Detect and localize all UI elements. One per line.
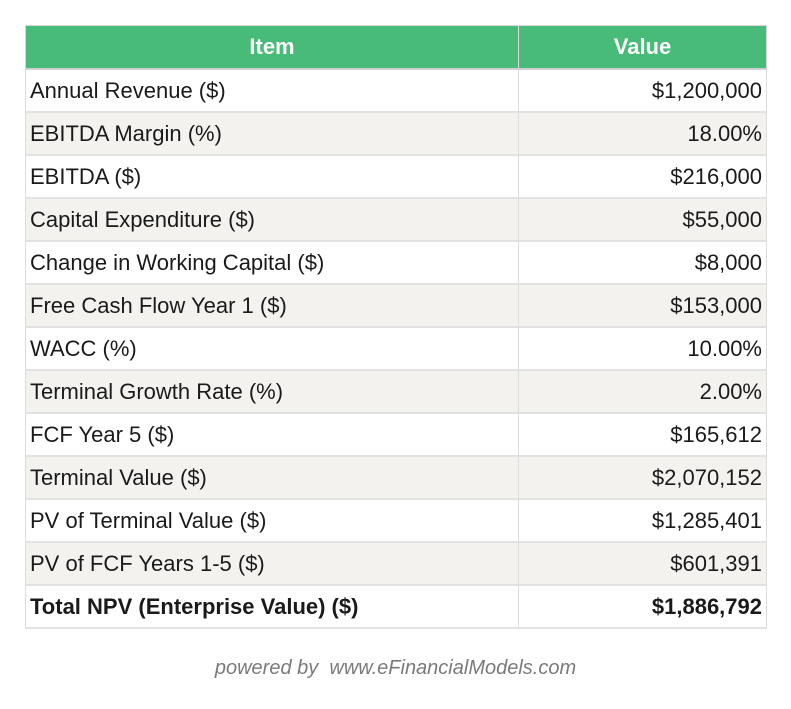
row-item-label: EBITDA ($) bbox=[25, 154, 519, 199]
row-item-value: $55,000 bbox=[518, 197, 767, 242]
total-label: Total NPV (Enterprise Value) ($) bbox=[25, 584, 519, 629]
row-item-value: 18.00% bbox=[518, 111, 767, 156]
total-row: Total NPV (Enterprise Value) ($) $1,886,… bbox=[25, 584, 767, 629]
row-item-label: FCF Year 5 ($) bbox=[25, 412, 519, 457]
row-item-label: Terminal Value ($) bbox=[25, 455, 519, 500]
row-item-label: PV of FCF Years 1-5 ($) bbox=[25, 541, 519, 586]
table-body: Annual Revenue ($) $1,200,000 EBITDA Mar… bbox=[25, 68, 767, 629]
table-row: EBITDA ($) $216,000 bbox=[25, 154, 767, 199]
row-item-value: $165,612 bbox=[518, 412, 767, 457]
column-header-item: Item bbox=[25, 25, 519, 70]
table-row: WACC (%) 10.00% bbox=[25, 326, 767, 371]
row-item-value: 2.00% bbox=[518, 369, 767, 414]
table-row: Capital Expenditure ($) $55,000 bbox=[25, 197, 767, 242]
row-item-label: WACC (%) bbox=[25, 326, 519, 371]
table-row: FCF Year 5 ($) $165,612 bbox=[25, 412, 767, 457]
npv-table-container: Item Value Annual Revenue ($) $1,200,000… bbox=[25, 25, 767, 629]
row-item-value: $1,200,000 bbox=[518, 68, 767, 113]
row-item-value: $1,285,401 bbox=[518, 498, 767, 543]
table-row: PV of FCF Years 1-5 ($) $601,391 bbox=[25, 541, 767, 586]
table-row: Change in Working Capital ($) $8,000 bbox=[25, 240, 767, 285]
column-header-value: Value bbox=[518, 25, 767, 70]
table-row: EBITDA Margin (%) 18.00% bbox=[25, 111, 767, 156]
table-row: PV of Terminal Value ($) $1,285,401 bbox=[25, 498, 767, 543]
row-item-value: $216,000 bbox=[518, 154, 767, 199]
row-item-label: Annual Revenue ($) bbox=[25, 68, 519, 113]
table-row: Terminal Value ($) $2,070,152 bbox=[25, 455, 767, 500]
row-item-label: Change in Working Capital ($) bbox=[25, 240, 519, 285]
row-item-value: $2,070,152 bbox=[518, 455, 767, 500]
row-item-label: EBITDA Margin (%) bbox=[25, 111, 519, 156]
row-item-label: Capital Expenditure ($) bbox=[25, 197, 519, 242]
row-item-value: $153,000 bbox=[518, 283, 767, 328]
table-row: Free Cash Flow Year 1 ($) $153,000 bbox=[25, 283, 767, 328]
powered-by-footer: powered by www.eFinancialModels.com bbox=[214, 657, 577, 679]
row-item-label: Terminal Growth Rate (%) bbox=[25, 369, 519, 414]
row-item-value: 10.00% bbox=[518, 326, 767, 371]
table-header: Item Value bbox=[25, 25, 767, 70]
row-item-label: Free Cash Flow Year 1 ($) bbox=[25, 283, 519, 328]
row-item-value: $601,391 bbox=[518, 541, 767, 586]
row-item-label: PV of Terminal Value ($) bbox=[25, 498, 519, 543]
table-row: Terminal Growth Rate (%) 2.00% bbox=[25, 369, 767, 414]
npv-summary-table: Item Value Annual Revenue ($) $1,200,000… bbox=[25, 25, 767, 629]
header-row: Item Value bbox=[25, 25, 767, 70]
table-row: Annual Revenue ($) $1,200,000 bbox=[25, 68, 767, 113]
total-value: $1,886,792 bbox=[518, 584, 767, 629]
row-item-value: $8,000 bbox=[518, 240, 767, 285]
